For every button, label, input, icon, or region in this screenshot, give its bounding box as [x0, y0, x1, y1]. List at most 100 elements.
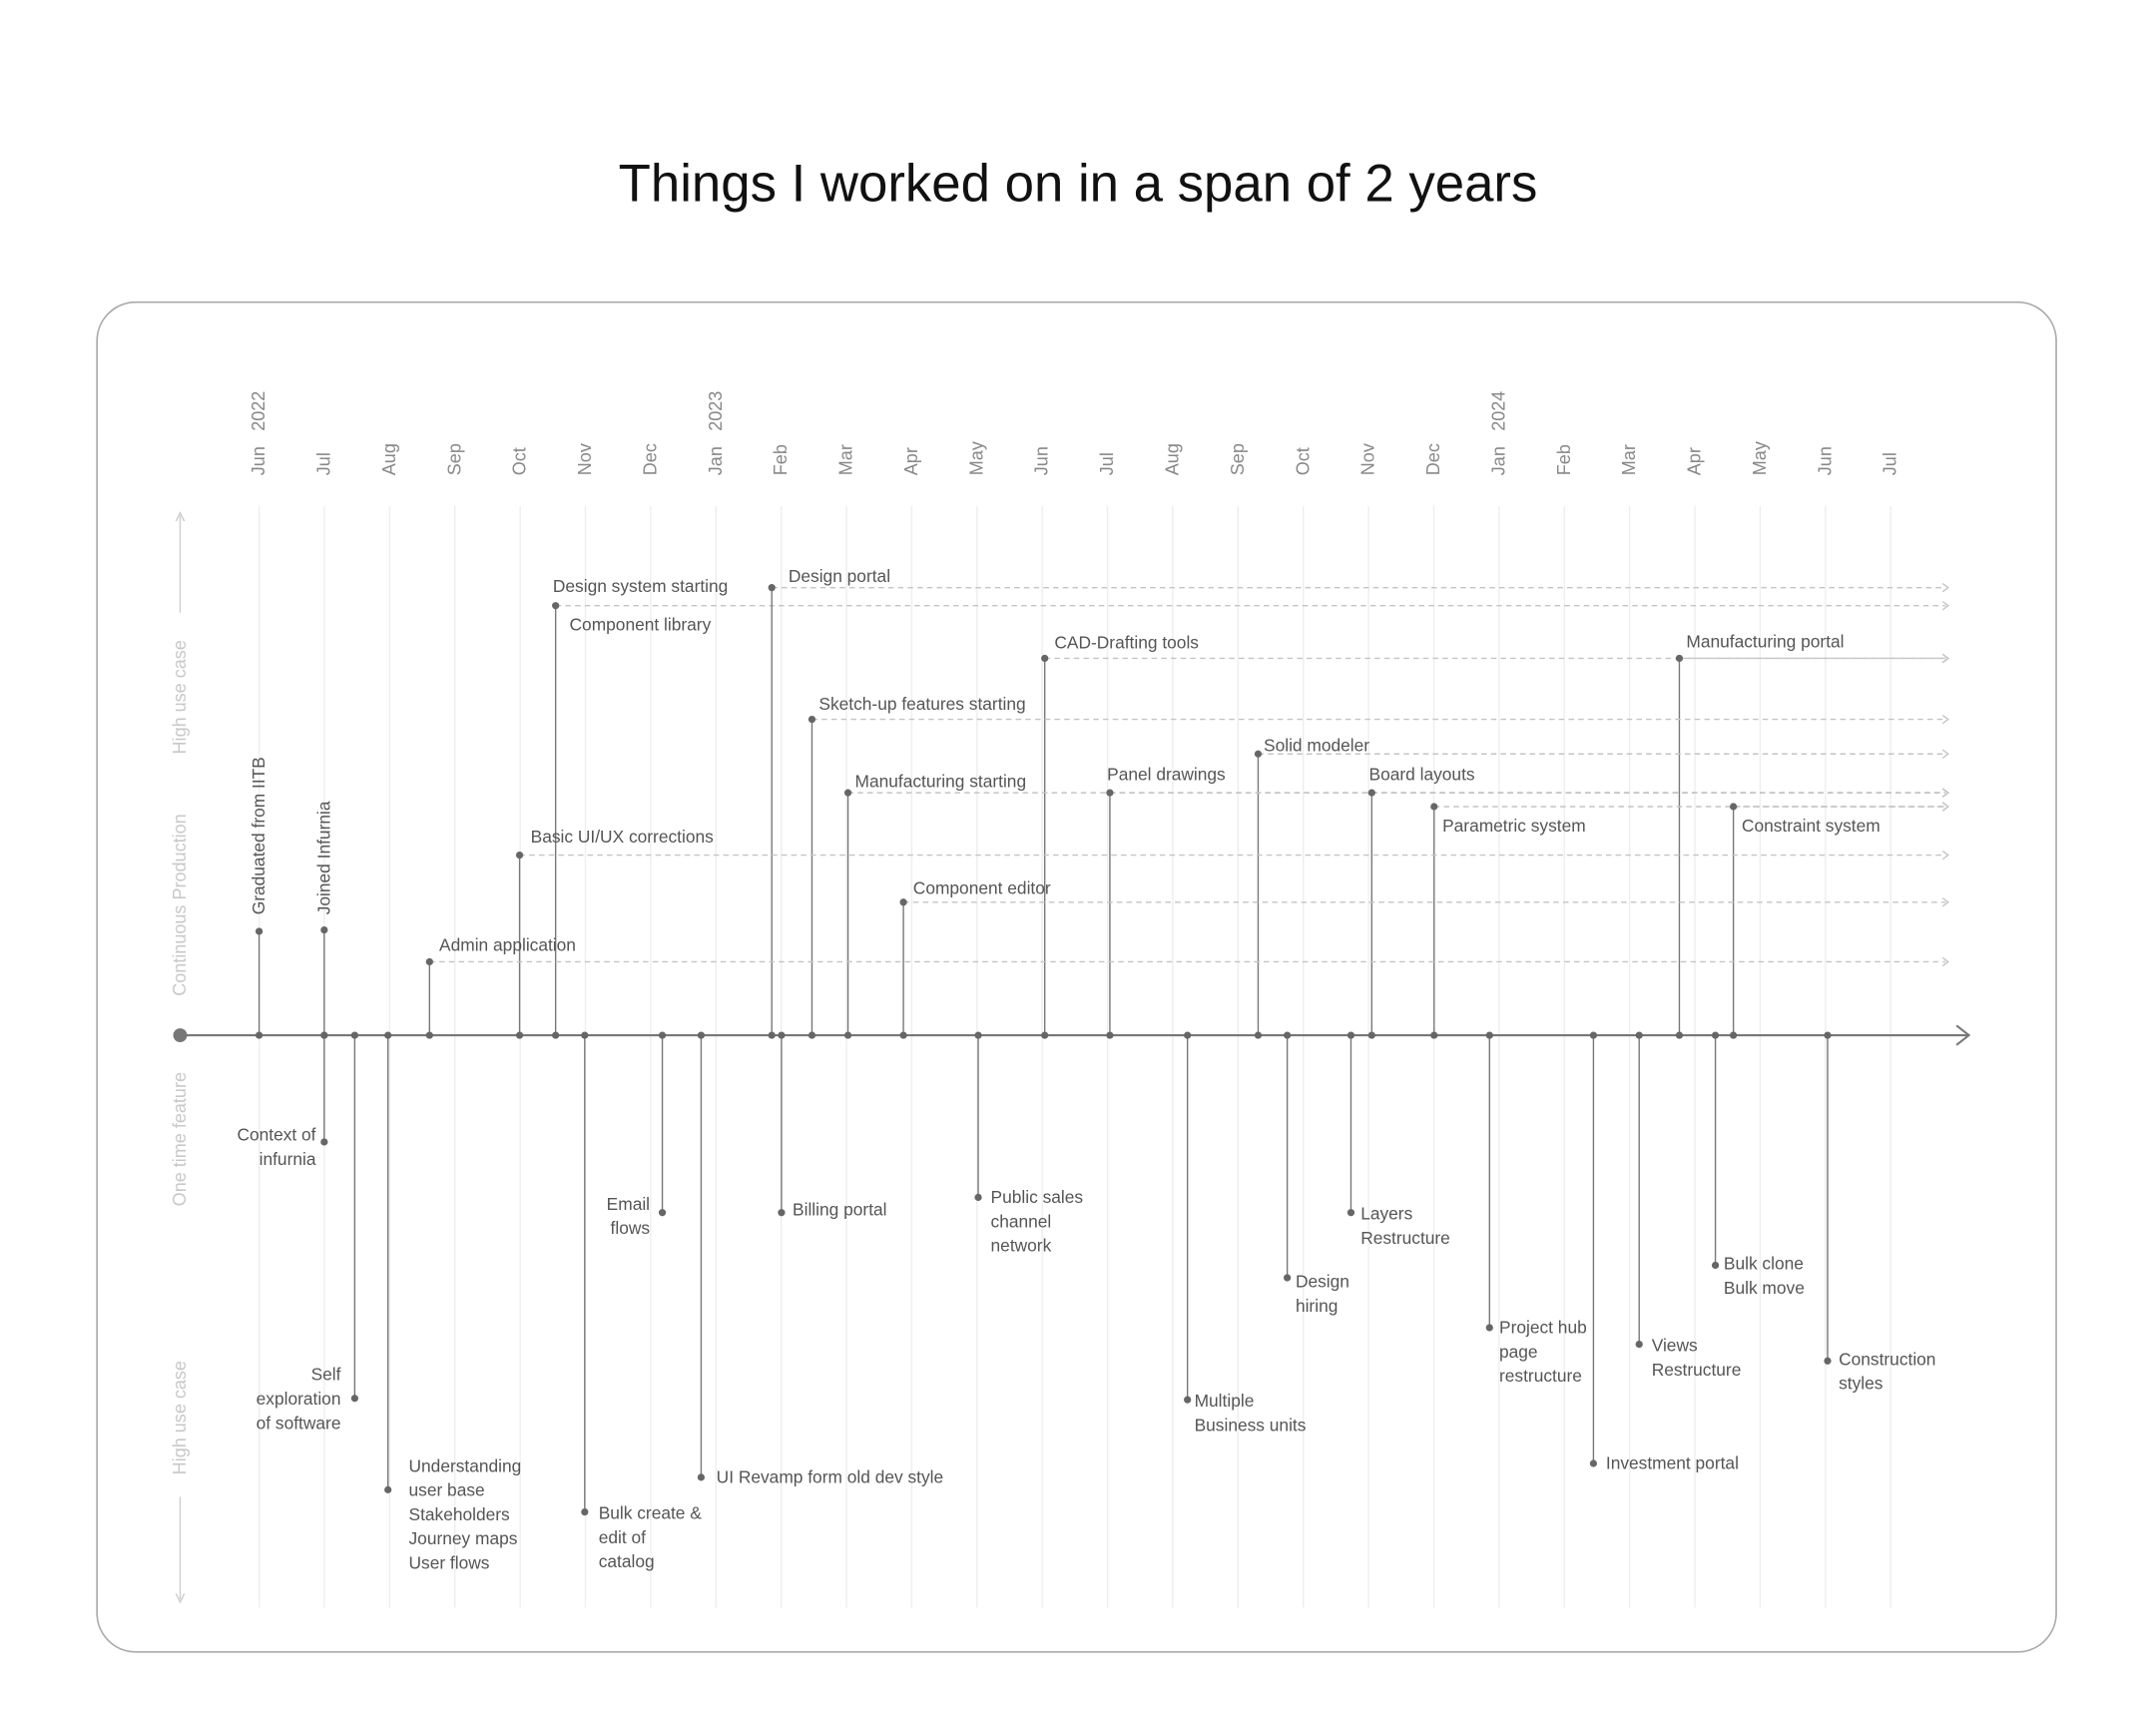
dot [1485, 1031, 1493, 1039]
dot [1041, 654, 1049, 663]
item-label: Bulk create & [599, 1503, 703, 1523]
month-label: Sep [1228, 443, 1248, 475]
dot [1367, 789, 1375, 797]
item-label: Restructure [1652, 1360, 1742, 1380]
item-label: Constraint system [1742, 816, 1881, 836]
month-label: Oct [1293, 447, 1313, 475]
item-label: Panel drawings [1107, 765, 1226, 785]
dot [808, 1031, 816, 1039]
item-label: Component editor [913, 877, 1051, 897]
dot [1184, 1031, 1192, 1039]
dot [1041, 1031, 1049, 1039]
side-label: One time feature [170, 1072, 190, 1206]
side-label: Continuous Production [170, 814, 190, 995]
continuation-arrow [1941, 850, 1949, 861]
dot [1635, 1341, 1643, 1349]
dot [384, 1031, 392, 1039]
continuation-arrow [1941, 956, 1949, 967]
dot [515, 851, 524, 860]
item-label: Bulk move [1724, 1278, 1805, 1298]
month-label: Mar [836, 444, 856, 475]
month-label: Dec [640, 443, 660, 475]
dot [1635, 1031, 1643, 1039]
month-label: Apr [1685, 447, 1705, 475]
item-label: Basic UI/UX corrections [531, 827, 714, 847]
month-label: Aug [379, 443, 399, 475]
dot [974, 1031, 982, 1039]
item-label: flows [611, 1218, 651, 1238]
item-label: Project hub [1499, 1318, 1587, 1338]
item-label: Board layouts [1369, 765, 1475, 785]
item-label: Understanding [409, 1455, 522, 1475]
item-label: exploration [257, 1389, 341, 1409]
milestone-label: Joined Infurnia [313, 801, 333, 914]
continuation-arrow [1941, 802, 1949, 812]
title: Things I worked on in a span of 2 years [619, 154, 1538, 213]
dot [1106, 789, 1114, 797]
month-label: Oct [510, 447, 530, 475]
dot [697, 1473, 706, 1481]
dot [1824, 1031, 1832, 1039]
dot [658, 1031, 667, 1039]
dot [778, 1031, 786, 1039]
item-label: user base [409, 1480, 485, 1500]
dot [1824, 1357, 1832, 1365]
month-label: May [966, 441, 986, 475]
year-label: 2022 [249, 391, 269, 431]
year-label: 2024 [1488, 391, 1508, 431]
item-label: Views [1652, 1336, 1698, 1356]
dot [899, 1031, 907, 1039]
dot [1430, 1031, 1438, 1039]
dot [1347, 1031, 1355, 1039]
month-label: May [1750, 441, 1770, 475]
side-arrow-head [175, 511, 186, 522]
side-arrow-head [175, 1593, 186, 1604]
item-label: styles [1839, 1374, 1884, 1394]
item-label: of software [257, 1413, 341, 1433]
dot [1729, 1031, 1738, 1039]
continuation-arrow [1941, 714, 1949, 725]
dot [552, 1031, 560, 1039]
month-label: Jul [1097, 452, 1117, 475]
dot [778, 1209, 786, 1217]
month-label: Jul [314, 452, 334, 475]
month-label: Dec [1423, 443, 1443, 475]
dot [1284, 1274, 1292, 1282]
dot [425, 957, 433, 966]
item-label: User flows [409, 1552, 490, 1572]
dot [768, 584, 776, 592]
dot [1729, 803, 1738, 811]
dot [1430, 803, 1438, 811]
dot [1367, 1031, 1375, 1039]
dot [350, 1395, 358, 1403]
item-label: Manufacturing starting [855, 772, 1027, 792]
item-label: Bulk clone [1724, 1254, 1804, 1274]
dot [843, 1031, 852, 1039]
dot [899, 898, 907, 906]
dot [1254, 750, 1263, 758]
item-label: Parametric system [1442, 816, 1586, 836]
month-label: Apr [901, 447, 921, 475]
axis-arrow [1955, 1024, 1971, 1046]
side-label: High use case [170, 1361, 190, 1474]
item-label: Context of [237, 1125, 315, 1145]
item-label: Solid modeler [1264, 735, 1369, 755]
dot [808, 715, 816, 724]
year-label: 2023 [706, 391, 726, 431]
dot [320, 1031, 328, 1039]
continuation-arrow [1941, 582, 1949, 593]
item-label: Restructure [1360, 1228, 1450, 1248]
item-label: Business units [1195, 1415, 1307, 1435]
item-label: UI Revamp form old dev style [717, 1466, 943, 1486]
dot [581, 1031, 589, 1039]
month-label: Jan [1488, 446, 1508, 475]
month-label: Feb [1554, 444, 1574, 475]
dot [1675, 1031, 1684, 1039]
continuation-arrow [1941, 600, 1949, 611]
item-label: channel [991, 1211, 1052, 1231]
month-label: Nov [1358, 443, 1378, 475]
continuation-arrow [1941, 897, 1949, 907]
dot [320, 1138, 328, 1146]
dot [1711, 1261, 1720, 1270]
dot [843, 789, 852, 797]
